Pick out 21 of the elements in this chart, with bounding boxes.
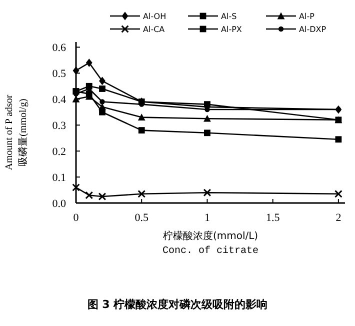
x-tick-label: 1.5 [266,212,280,224]
x-tick-label: 2 [336,212,342,224]
y-tick-label: 0.6 [52,42,66,54]
x-tick-label: 0.5 [134,212,149,224]
y-tick-label: 0.2 [52,146,66,158]
y-tick-label: 0.4 [52,94,66,106]
x-tick-label: 0 [73,212,80,224]
text: 图 3 柠檬酸浓度对磷次级吸附的影响 [87,298,268,311]
legend-label: Al-OH [143,12,166,21]
legend-label: Al-P [299,12,315,21]
legend-label: Al-DXP [299,25,326,34]
legend-label: Al-S [221,12,237,21]
x-tick-label: 1 [204,212,210,224]
y-tick-label: 0.3 [52,120,66,132]
y-tick-label: 0.5 [52,68,66,80]
y-tick-label: 0.1 [52,172,66,184]
x-axis-title: 柠檬酸浓度(mmol/L) Conc. of citrate [162,230,259,257]
legend-label: Al-PX [221,25,242,34]
y-axis-title: Amount of P adsor 吸磷量(mmol/g) [4,94,29,170]
legend-label: Al-CA [143,25,166,34]
y-tick-label: 0.0 [52,198,66,210]
